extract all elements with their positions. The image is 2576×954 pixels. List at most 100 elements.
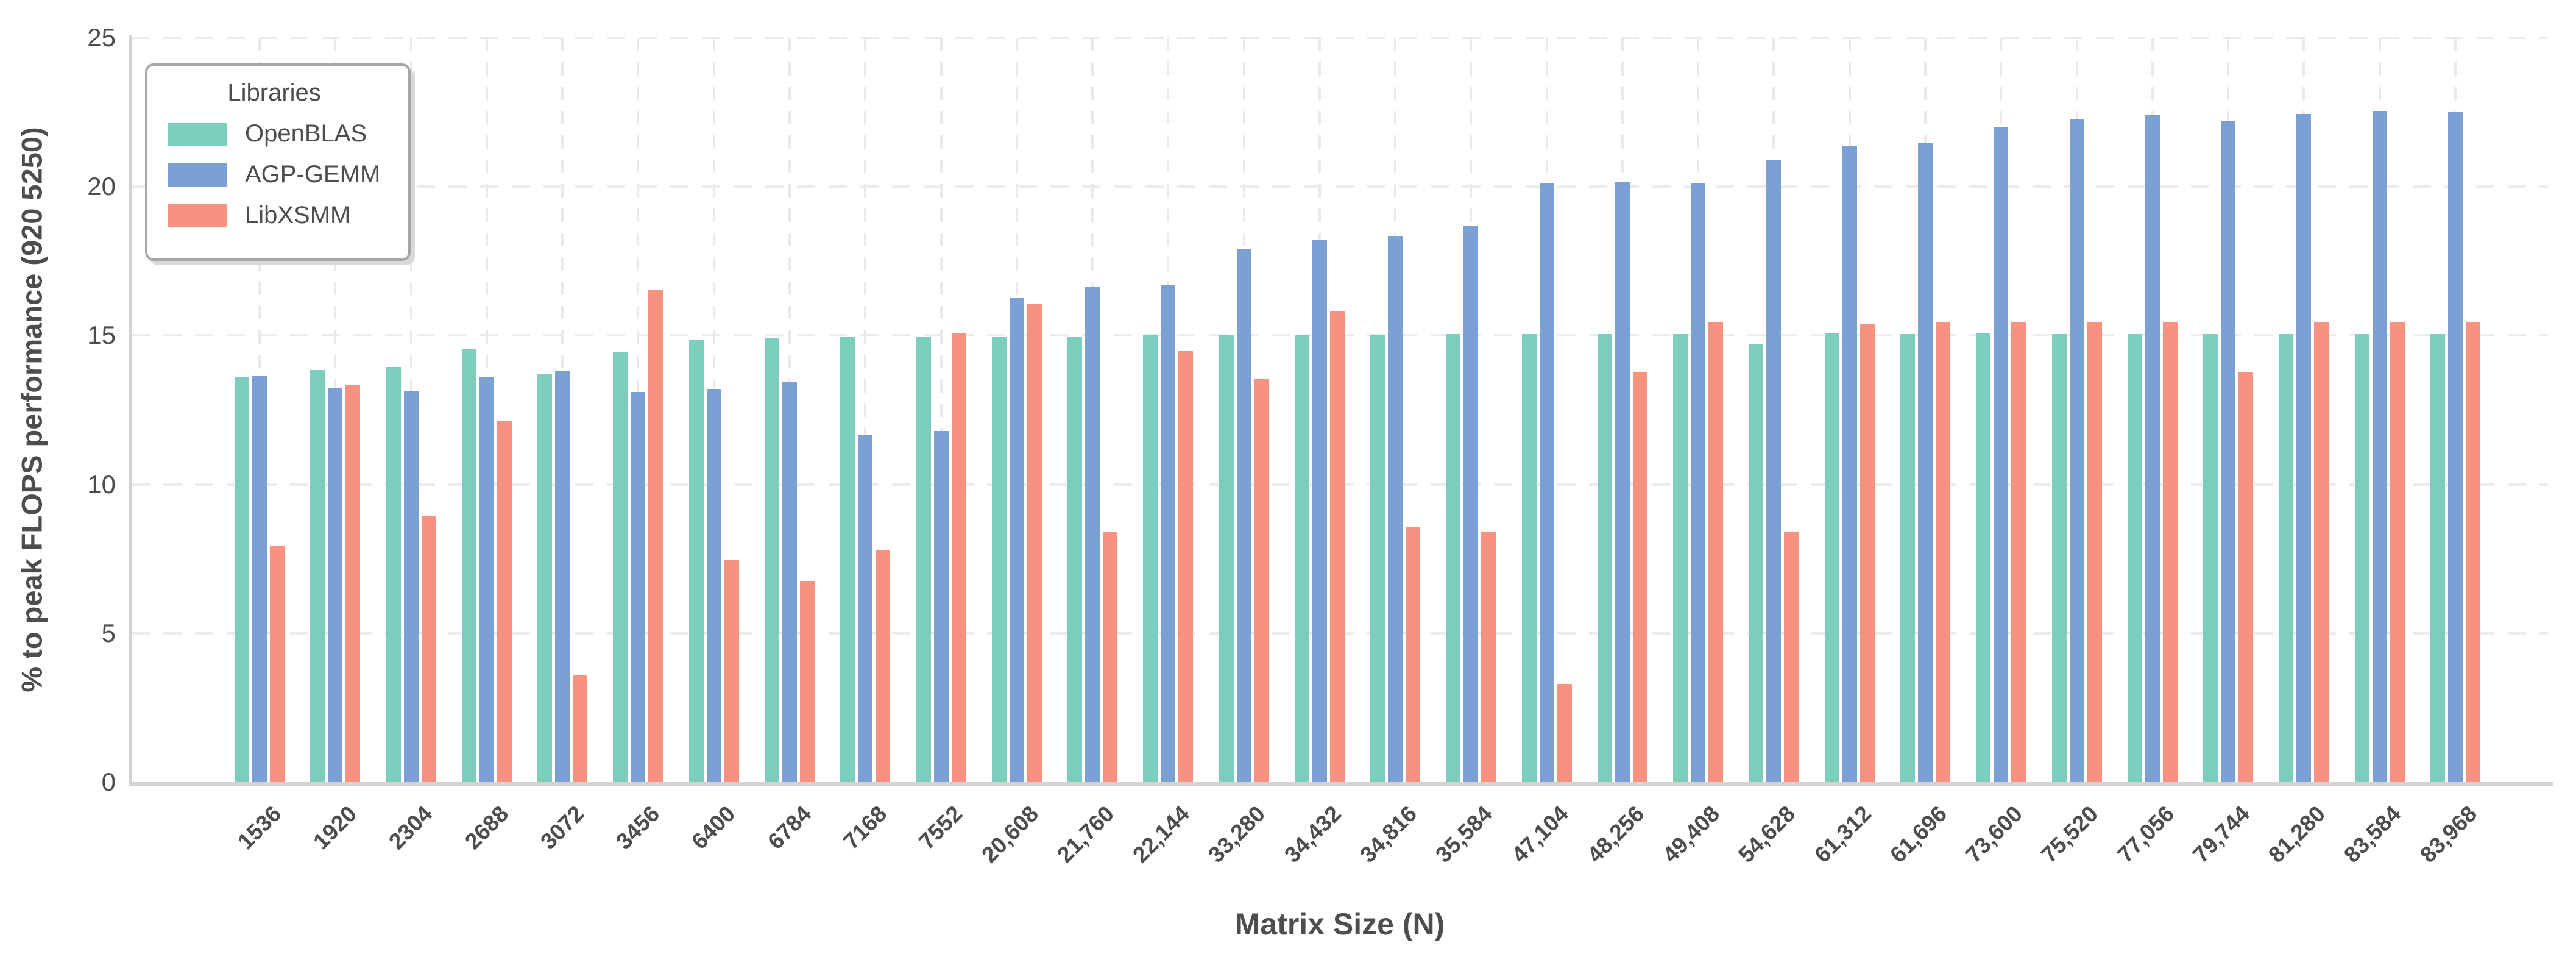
bar-OpenBLAS-73,600	[1976, 332, 1991, 782]
x-tick-label-3072: 3072	[535, 801, 589, 855]
bar-LibXSMM-33,280	[1254, 379, 1269, 782]
x-cell-1536: 1536	[222, 792, 297, 902]
bar-OpenBLAS-3456	[613, 352, 628, 782]
bar-LibXSMM-81,280	[2314, 322, 2329, 782]
bar-OpenBLAS-7552	[916, 336, 931, 782]
bar-LibXSMM-1920	[345, 385, 361, 782]
y-axis-tick-labels: 0 5 10 15 20 25	[0, 23, 116, 796]
x-tick-label-6400: 6400	[687, 801, 740, 855]
bar-AGP-GEMM-6400	[706, 389, 721, 782]
bar-LibXSMM-48,256	[1632, 372, 1647, 782]
bar-AGP-GEMM-7552	[933, 430, 949, 782]
x-tick-label-77,056: 77,056	[2112, 801, 2179, 868]
x-cell-83,584: 83,584	[2340, 792, 2417, 902]
bar-LibXSMM-77,056	[2162, 322, 2178, 782]
bar-group-83,968	[2418, 38, 2493, 782]
legend-swatch-openblas	[168, 122, 227, 146]
x-tick-label-47,104: 47,104	[1506, 801, 1573, 868]
gridline-v-7168	[864, 38, 867, 782]
x-cell-54,628: 54,628	[1733, 792, 1811, 902]
bar-group-81,280	[2266, 38, 2341, 782]
x-cell-1920: 1920	[297, 792, 373, 902]
bar-OpenBLAS-83,968	[2430, 333, 2445, 782]
x-tick-label-34,432: 34,432	[1279, 801, 1346, 868]
bar-AGP-GEMM-21,760	[1085, 286, 1100, 782]
bar-group-79,744	[2190, 38, 2266, 782]
bar-LibXSMM-75,520	[2087, 322, 2102, 782]
bar-AGP-GEMM-22,144	[1161, 285, 1176, 782]
bar-row-75,520	[2039, 38, 2114, 782]
bar-group-3072	[525, 38, 600, 782]
bar-group-20,608	[979, 38, 1055, 782]
bar-OpenBLAS-75,520	[2051, 333, 2067, 782]
bar-AGP-GEMM-77,056	[2145, 115, 2160, 782]
bar-LibXSMM-54,628	[1784, 532, 1799, 782]
bar-OpenBLAS-34,816	[1370, 335, 1385, 782]
bar-AGP-GEMM-3456	[631, 392, 646, 782]
bar-OpenBLAS-83,584	[2354, 333, 2369, 782]
x-tick-label-79,744: 79,744	[2188, 801, 2255, 868]
bar-LibXSMM-3072	[573, 675, 588, 782]
bar-group-83,584	[2341, 38, 2417, 782]
x-tick-label-61,696: 61,696	[1884, 801, 1951, 868]
bar-OpenBLAS-22,144	[1143, 335, 1158, 782]
x-cell-21,760: 21,760	[1052, 792, 1130, 902]
bar-AGP-GEMM-34,816	[1388, 235, 1403, 782]
bar-AGP-GEMM-83,968	[2447, 112, 2463, 782]
y-axis-spine	[129, 35, 132, 784]
bar-row-83,584	[2341, 38, 2417, 782]
bar-LibXSMM-61,696	[1935, 322, 1950, 782]
legend-label-openblas: OpenBLAS	[245, 120, 367, 147]
bar-AGP-GEMM-48,256	[1615, 182, 1630, 782]
legend-title: Libraries	[227, 79, 321, 106]
bar-LibXSMM-34,816	[1406, 527, 1421, 782]
x-tick-label-48,256: 48,256	[1582, 801, 1649, 868]
bar-OpenBLAS-61,696	[1900, 333, 1915, 782]
bar-group-35,584	[1433, 38, 1509, 782]
x-cell-6784: 6784	[752, 792, 827, 902]
bar-AGP-GEMM-47,104	[1539, 183, 1554, 782]
x-tick-label-2688: 2688	[459, 801, 513, 855]
bar-group-75,520	[2039, 38, 2114, 782]
bar-row-35,584	[1433, 38, 1509, 782]
legend-label-agp-gemm: AGP-GEMM	[245, 161, 381, 188]
y-tick-label-10: 10	[87, 469, 116, 499]
x-cell-7552: 7552	[903, 792, 978, 902]
bar-group-77,056	[2115, 38, 2190, 782]
bar-AGP-GEMM-83,584	[2372, 110, 2387, 782]
x-tick-label-1536: 1536	[232, 801, 286, 855]
bar-AGP-GEMM-49,408	[1691, 183, 1706, 782]
bar-group-7168	[827, 38, 903, 782]
bar-row-20,608	[979, 38, 1055, 782]
bar-row-1536	[222, 38, 297, 782]
bar-OpenBLAS-54,628	[1749, 344, 1764, 782]
bar-OpenBLAS-3072	[537, 374, 553, 782]
bar-row-83,968	[2418, 38, 2493, 782]
bar-group-47,104	[1509, 38, 1585, 782]
bar-OpenBLAS-33,280	[1219, 335, 1234, 782]
legend-label-libxsmm: LibXSMM	[245, 202, 351, 229]
bar-LibXSMM-34,432	[1329, 311, 1345, 782]
bar-AGP-GEMM-61,312	[1842, 146, 1857, 782]
bar-LibXSMM-83,584	[2390, 322, 2405, 782]
bar-OpenBLAS-79,744	[2203, 333, 2218, 782]
x-cell-3456: 3456	[600, 792, 676, 902]
legend-items: OpenBLAS AGP-GEMM LibXSMM	[168, 120, 380, 229]
bar-LibXSMM-7168	[876, 550, 891, 782]
bar-LibXSMM-6784	[799, 581, 815, 782]
bar-row-61,696	[1888, 38, 1963, 782]
bar-row-33,280	[1206, 38, 1281, 782]
bar-row-2688	[449, 38, 525, 782]
x-tick-label-20,608: 20,608	[976, 801, 1043, 868]
bar-row-7552	[903, 38, 978, 782]
bar-AGP-GEMM-2304	[403, 390, 419, 782]
bar-OpenBLAS-77,056	[2127, 333, 2142, 782]
y-tick-label-15: 15	[87, 321, 116, 350]
bar-group-1536	[222, 38, 297, 782]
bar-AGP-GEMM-6784	[782, 382, 797, 782]
x-tick-label-35,584: 35,584	[1431, 801, 1498, 868]
x-cell-75,520: 75,520	[2037, 792, 2114, 902]
bar-group-21,760	[1055, 38, 1130, 782]
x-cell-35,584: 35,584	[1431, 792, 1509, 902]
bar-group-7552	[903, 38, 978, 782]
